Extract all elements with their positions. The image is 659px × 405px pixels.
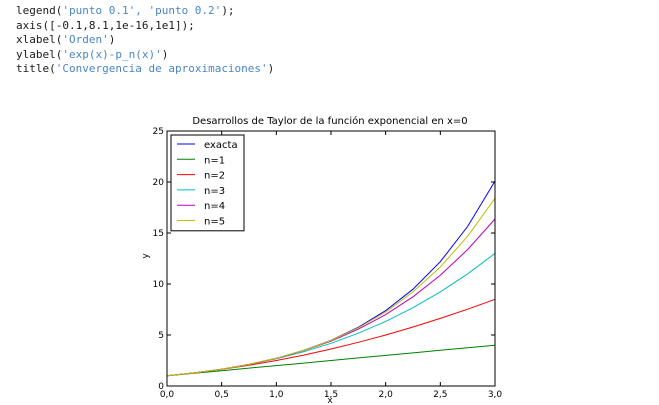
- legend-box: [170, 134, 245, 232]
- series-line-n=4: [166, 218, 496, 377]
- code-line: title('Convergencia de aproximaciones'): [16, 62, 274, 77]
- x-tick-label: 2,5: [433, 390, 447, 400]
- legend-label: n=5: [204, 217, 225, 228]
- legend-label: n=2: [204, 171, 225, 182]
- code-line: legend('punto 0.1', 'punto 0.2');: [16, 4, 274, 19]
- x-tick-label: 3,0: [488, 390, 503, 400]
- code-line: axis([-0.1,8.1,1e-16,1e1]);: [16, 19, 274, 34]
- code-token: title(: [16, 62, 56, 76]
- x-tick-label: 0,0: [160, 390, 175, 400]
- code-token: ): [267, 62, 275, 76]
- y-tick-label: 20: [153, 178, 165, 188]
- series-line-n=3: [166, 252, 496, 377]
- code-string: 'Orden': [62, 33, 109, 47]
- code-token: axis([-0.1,8.1,1e-16,1e1]);: [16, 18, 195, 32]
- code-snippet: legend('punto 0.1', 'punto 0.2'); axis([-…: [16, 4, 274, 77]
- code-line: xlabel('Orden'): [16, 33, 274, 48]
- y-tick-label: 0: [158, 382, 164, 392]
- x-axis-label: x: [327, 396, 333, 405]
- chart-title: Desarrollos de Taylor de la función expo…: [192, 115, 467, 127]
- code-string: 'punto 0.1', 'punto 0.2': [62, 4, 222, 17]
- code-token: );: [221, 4, 235, 17]
- legend-label: n=3: [204, 186, 225, 197]
- legend-label: n=1: [204, 155, 225, 166]
- code-string: 'exp(x)-p_n(x)': [62, 47, 162, 61]
- code-token: legend(: [16, 4, 63, 17]
- legend: exacta n=1 n=2 n=3 n=4 n=5: [170, 134, 245, 232]
- y-tick-label: 10: [153, 280, 165, 290]
- x-tick-label: 1,0: [269, 390, 284, 400]
- code-token: ylabel(: [16, 47, 63, 61]
- y-tick-label: 25: [153, 127, 164, 137]
- legend-label: n=4: [204, 201, 225, 212]
- series-line-n=1: [166, 344, 496, 377]
- code-token: xlabel(: [16, 33, 63, 47]
- series-line-n=2: [166, 298, 496, 377]
- x-axis-ticks: 0,0 0,5 1,0 1,5 2,0 2,5 3,0: [160, 131, 503, 400]
- y-axis-label: y: [141, 253, 151, 259]
- y-axis-ticks: 0 5 10 15 20 25: [153, 127, 495, 392]
- x-tick-label: 2,0: [379, 390, 394, 400]
- code-token: ): [161, 47, 169, 61]
- y-tick-label: 15: [153, 229, 164, 239]
- series-line-n=5: [166, 198, 496, 377]
- y-tick-label: 5: [158, 331, 164, 341]
- x-tick-label: 0,5: [215, 390, 229, 400]
- code-string: 'Convergencia de aproximaciones': [55, 62, 268, 76]
- legend-label: exacta: [204, 140, 238, 151]
- code-token: ): [108, 33, 116, 47]
- x-tick-label: 1,5: [324, 390, 338, 400]
- code-line: ylabel('exp(x)-p_n(x)'): [16, 48, 274, 63]
- plot-area: [166, 180, 496, 377]
